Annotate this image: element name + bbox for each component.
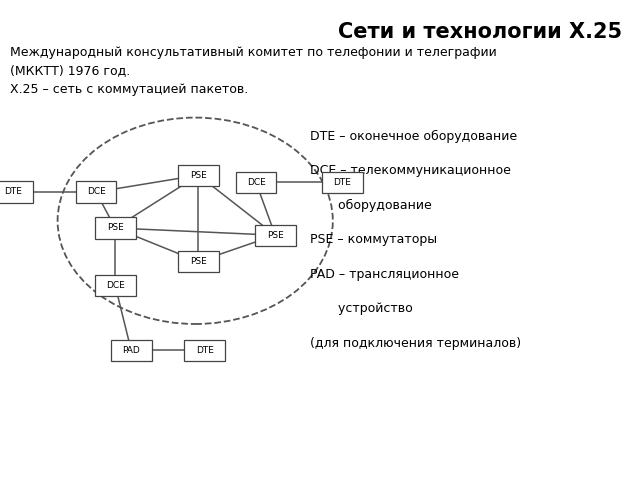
Text: Международный консультативный комитет по телефонии и телеграфии
(МККTТ) 1976 год: Международный консультативный комитет по… xyxy=(10,46,497,96)
Text: DCE: DCE xyxy=(106,281,125,290)
Text: PAD – трансляционное: PAD – трансляционное xyxy=(310,268,460,281)
FancyBboxPatch shape xyxy=(95,275,136,296)
Text: DCE – телекоммуникационное: DCE – телекоммуникационное xyxy=(310,164,511,177)
Text: DTE: DTE xyxy=(196,346,214,355)
Text: PSE: PSE xyxy=(107,224,124,232)
Text: PSE – коммутаторы: PSE – коммутаторы xyxy=(310,233,438,246)
Text: DTE: DTE xyxy=(4,188,22,196)
FancyBboxPatch shape xyxy=(178,165,219,186)
Text: PSE: PSE xyxy=(267,231,284,240)
Text: PAD: PAD xyxy=(122,346,140,355)
FancyBboxPatch shape xyxy=(76,181,116,203)
Text: (для подключения терминалов): (для подключения терминалов) xyxy=(310,337,522,350)
FancyBboxPatch shape xyxy=(322,172,363,193)
Text: Сети и технологии Х.25: Сети и технологии Х.25 xyxy=(338,22,622,42)
Text: PSE: PSE xyxy=(190,171,207,180)
Text: PSE: PSE xyxy=(190,257,207,266)
Text: DTE: DTE xyxy=(333,178,351,187)
FancyBboxPatch shape xyxy=(255,225,296,246)
FancyBboxPatch shape xyxy=(178,251,219,272)
FancyBboxPatch shape xyxy=(184,340,225,361)
Text: оборудование: оборудование xyxy=(310,199,432,212)
FancyBboxPatch shape xyxy=(236,172,276,193)
FancyBboxPatch shape xyxy=(95,217,136,239)
Text: DTE – оконечное оборудование: DTE – оконечное оборудование xyxy=(310,130,518,143)
FancyBboxPatch shape xyxy=(111,340,152,361)
Text: устройство: устройство xyxy=(310,302,413,315)
Text: DCE: DCE xyxy=(246,178,266,187)
Text: DCE: DCE xyxy=(86,188,106,196)
FancyBboxPatch shape xyxy=(0,181,33,203)
